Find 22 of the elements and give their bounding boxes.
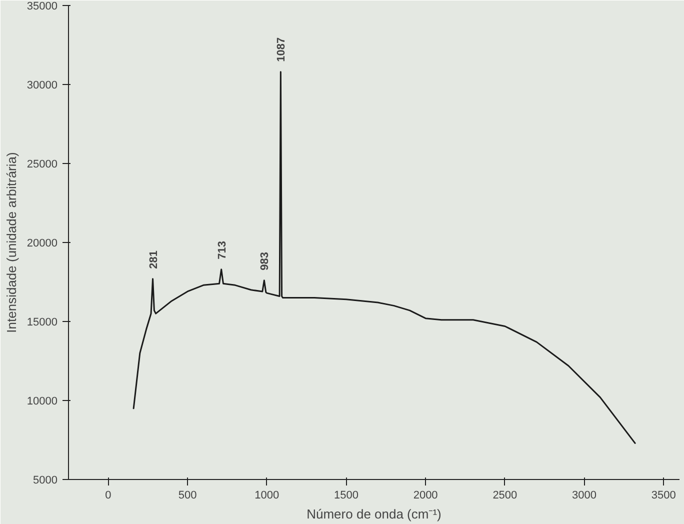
annotation: 1087 xyxy=(276,37,288,62)
annotation: 281 xyxy=(148,250,160,269)
x-tick-label: 3500 xyxy=(651,490,676,502)
x-tick-label: 2500 xyxy=(492,490,518,502)
y-axis-title: Intensidade (unidade arbitrária) xyxy=(4,152,19,333)
y-tick-label: 25000 xyxy=(26,158,58,170)
annotation: 983 xyxy=(259,252,272,270)
y-tick-label: 15000 xyxy=(26,316,58,328)
y-tick-label: 35000 xyxy=(26,0,58,12)
y-tick-label: 5000 xyxy=(33,474,58,486)
line-series xyxy=(132,71,636,444)
x-tick-label: 1000 xyxy=(254,490,280,502)
y-tick-label: 10000 xyxy=(26,396,58,408)
x-tick-label: 500 xyxy=(178,490,197,502)
y-tick-label: 20000 xyxy=(26,238,58,250)
x-axis-title: Número de onda (cm⁻¹) xyxy=(306,506,442,522)
y-tick-label: 30000 xyxy=(26,80,58,92)
x-tick-label: 0 xyxy=(105,490,112,502)
x-tick-label: 2000 xyxy=(413,490,438,502)
x-tick-label: 3000 xyxy=(572,490,597,502)
annotation: 713 xyxy=(216,241,228,260)
x-tick-label: 1500 xyxy=(334,490,358,502)
